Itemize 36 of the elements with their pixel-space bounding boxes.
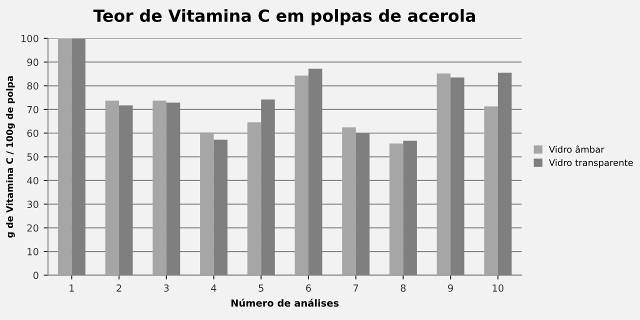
y-axis-title: g de Vitamina C / 100g de polpa (6, 76, 15, 238)
bar (200, 132, 214, 276)
x-tick-label: 6 (306, 284, 311, 292)
y-tick-label: 0 (33, 272, 38, 280)
legend-label: Vidro transparente (548, 159, 633, 168)
x-tick-label: 1 (70, 284, 74, 292)
y-tick-label: 80 (27, 82, 38, 90)
x-tick-label: 3 (164, 284, 169, 292)
y-tick-label: 70 (27, 106, 38, 114)
x-tick-label: 8 (400, 284, 406, 292)
x-tick-label: 5 (258, 284, 264, 292)
y-tick-label: 30 (27, 200, 38, 208)
legend-label: Vidro âmbar (548, 145, 604, 153)
x-axis-title: Número de análises (231, 298, 339, 307)
bar (342, 127, 356, 276)
chart-title: Teor de Vitamina C em polpas de acerola (93, 9, 476, 26)
bar (484, 106, 498, 276)
bar (389, 144, 404, 276)
y-tick-label: 100 (21, 34, 38, 42)
y-tick-label: 60 (27, 130, 38, 137)
bar (58, 38, 72, 276)
bar (247, 122, 262, 276)
bar (436, 73, 451, 276)
bar (294, 76, 308, 276)
y-tick-label: 90 (27, 58, 38, 66)
x-tick-label: 7 (354, 284, 358, 292)
x-tick-label: 2 (116, 284, 122, 292)
y-tick-label: 10 (28, 248, 38, 256)
y-tick-label: 40 (27, 176, 38, 184)
bar (105, 100, 120, 276)
x-tick-label: 10 (492, 284, 504, 292)
y-tick-label: 50 (27, 153, 38, 161)
y-tick-label: 20 (27, 224, 38, 232)
x-tick-label: 4 (211, 284, 216, 292)
bar (152, 100, 166, 276)
x-tick-label: 9 (448, 284, 453, 292)
